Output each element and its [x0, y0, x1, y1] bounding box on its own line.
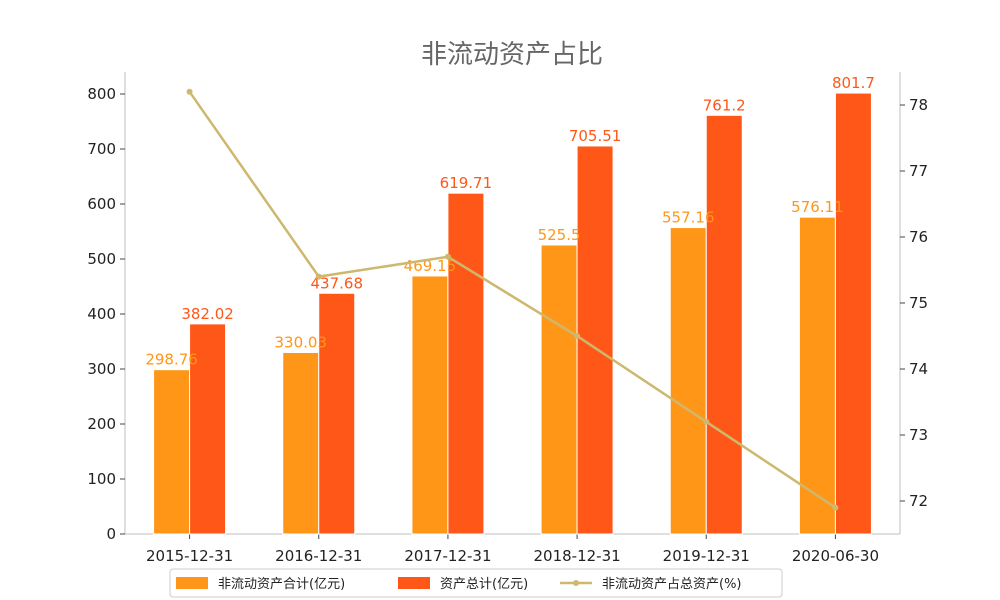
x-tick-label: 2020-06-30: [792, 547, 879, 565]
bar-total-assets: [318, 292, 356, 535]
ratio-line-point: [186, 88, 193, 95]
legend-label: 资产总计(亿元): [440, 577, 528, 592]
bar-value-label: 761.2: [703, 96, 746, 114]
bar-value-label: 382.02: [181, 305, 234, 323]
x-tick-label: 2019-12-31: [663, 547, 750, 565]
left-tick-label: 700: [87, 140, 116, 158]
ratio-line-point: [574, 333, 581, 339]
legend-swatch: [398, 577, 430, 589]
x-tick-label: 2018-12-31: [533, 547, 620, 565]
ratio-line-point: [444, 253, 451, 260]
bar-value-label: 576.11: [791, 198, 844, 216]
x-tick-label: 2017-12-31: [404, 547, 491, 565]
legend-box: [169, 568, 783, 598]
left-tick-label: 400: [87, 305, 116, 323]
legend-line-marker: [573, 580, 579, 586]
left-tick-label: 300: [87, 360, 116, 378]
bar-value-label: 330.03: [275, 333, 328, 351]
x-tick-label: 2015-12-31: [146, 547, 233, 565]
right-tick-label: 75: [909, 294, 928, 312]
bar-value-label: 298.76: [145, 351, 198, 369]
right-tick-label: 73: [909, 426, 928, 444]
left-tick-label: 800: [87, 85, 116, 103]
left-tick-label: 100: [87, 470, 116, 488]
right-tick-label: 78: [909, 96, 928, 114]
legend-label: 非流动资产占总资产(%): [602, 577, 742, 592]
bar-non-current-assets: [153, 369, 191, 535]
bar-non-current-assets: [411, 275, 449, 535]
bar-value-label: 619.71: [440, 174, 493, 192]
bar-value-label: 801.7: [832, 74, 875, 92]
x-tick-label: 2016-12-31: [275, 547, 362, 565]
bar-value-label: 437.68: [311, 274, 364, 292]
legend-label: 非流动资产合计(亿元): [218, 577, 345, 592]
right-tick-label: 74: [909, 360, 928, 378]
ratio-line-point: [703, 418, 710, 425]
chart-title: 非流动资产占比: [421, 40, 603, 70]
bars: [153, 92, 872, 535]
bar-total-assets: [447, 192, 485, 535]
axes: 0 100 200 300 400 500 600 700 800 72 73 74 75 76 77 78 2…: [87, 72, 928, 565]
ratio-line-point: [315, 273, 322, 280]
right-tick-label: 72: [909, 492, 928, 510]
bar-total-assets: [189, 323, 227, 535]
right-tick-label: 77: [909, 162, 928, 180]
left-tick-label: 600: [87, 195, 116, 213]
legend-swatch: [176, 577, 208, 589]
left-tick-label: 0: [106, 525, 116, 543]
right-tick-label: 76: [909, 228, 928, 246]
left-tick-label: 500: [87, 250, 116, 268]
bar-non-current-assets: [540, 244, 578, 535]
bar-total-assets: [834, 92, 872, 535]
bar-non-current-assets: [282, 351, 320, 535]
bar-value-label: 525.5: [538, 226, 581, 244]
ratio-line-point: [832, 504, 839, 511]
bar-total-assets: [705, 114, 743, 535]
bar-labels: 298.76330.03469.15525.5557.16576.11382.0…: [145, 74, 875, 369]
left-tick-label: 200: [87, 415, 116, 433]
ratio-line: [186, 88, 839, 511]
ratio-line-path: [188, 91, 837, 509]
bar-value-label: 705.51: [569, 127, 622, 145]
bar-non-current-assets: [798, 216, 836, 535]
bar-non-current-assets: [669, 227, 707, 535]
bar-value-label: 557.16: [662, 209, 715, 227]
legend: 非流动资产合计(亿元) 资产总计(亿元) 非流动资产占总资产(%): [169, 568, 783, 598]
